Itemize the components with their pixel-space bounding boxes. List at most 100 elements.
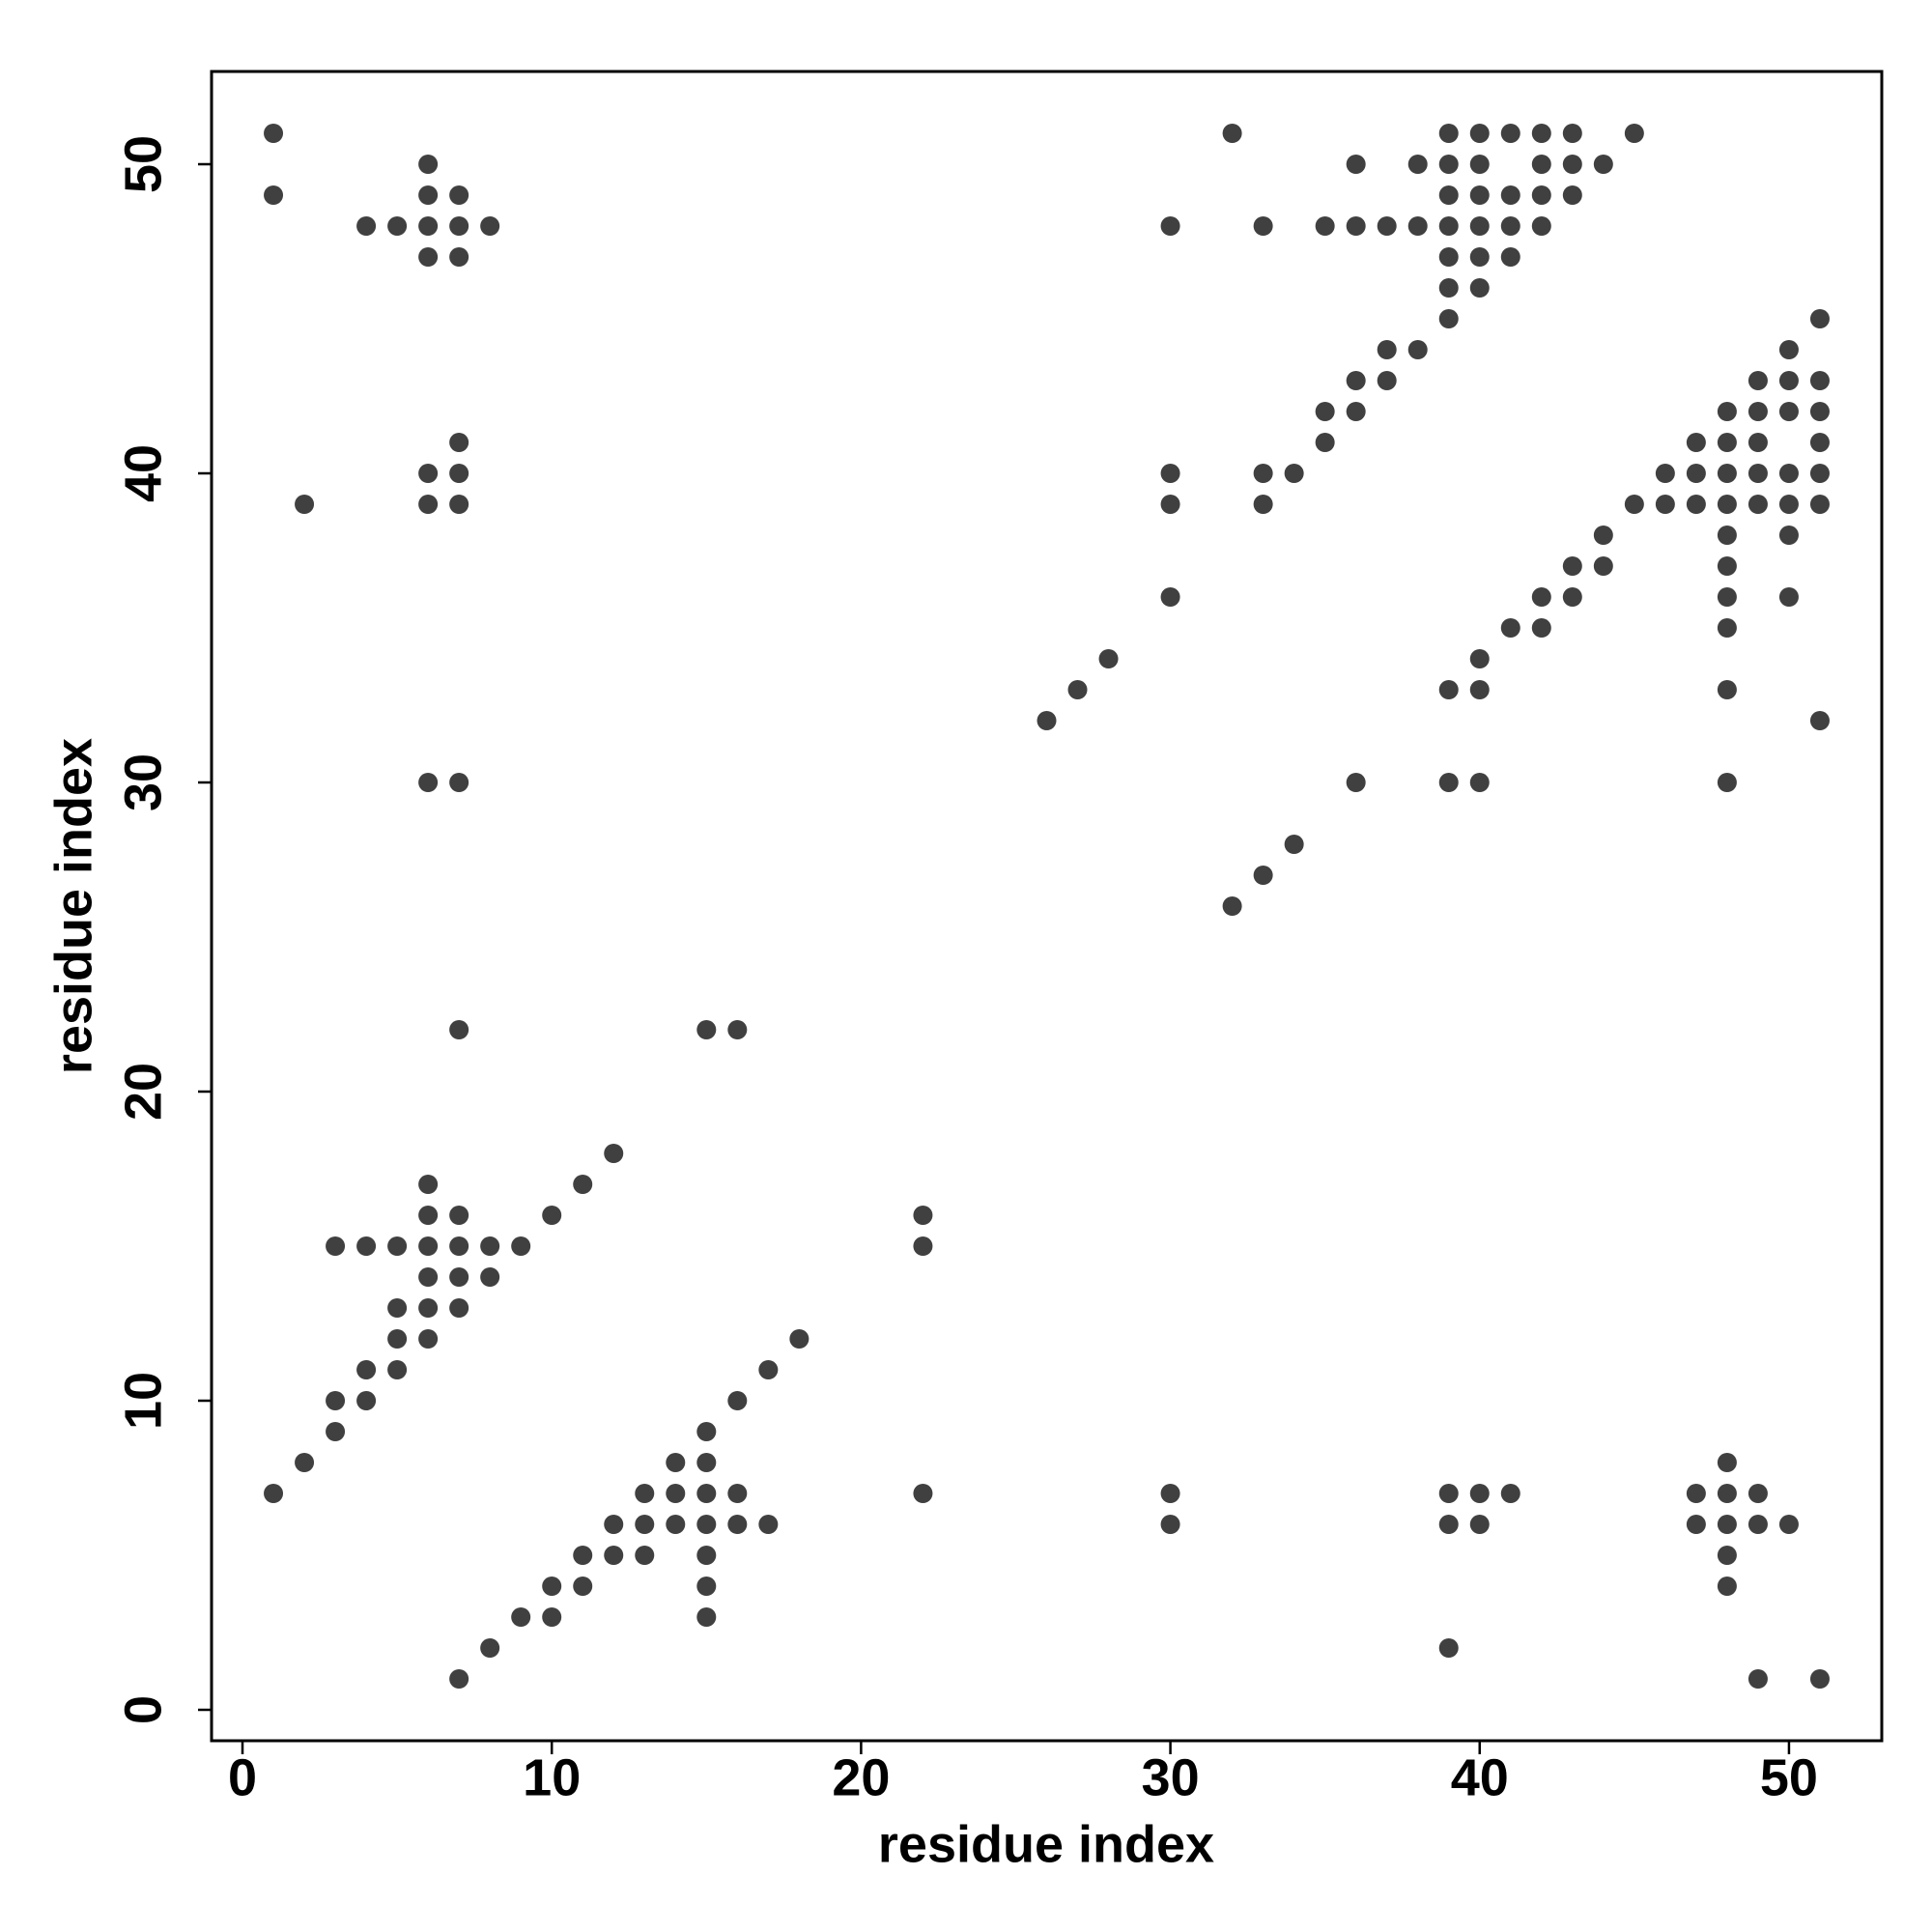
- point: [1500, 185, 1520, 205]
- point: [1686, 495, 1706, 514]
- point: [1469, 1484, 1490, 1503]
- point: [1531, 618, 1551, 638]
- point: [1747, 1515, 1768, 1534]
- point: [1562, 124, 1582, 143]
- point: [1469, 216, 1490, 236]
- point: [696, 1422, 717, 1441]
- point: [696, 1546, 717, 1565]
- y-tick-label: 10: [114, 1372, 172, 1430]
- point: [1469, 124, 1490, 143]
- point: [1284, 835, 1304, 854]
- point: [480, 216, 500, 236]
- point: [1717, 402, 1737, 421]
- point: [1809, 309, 1830, 328]
- y-axis-title: residue index: [44, 738, 102, 1074]
- point: [1686, 1515, 1706, 1534]
- point: [727, 1484, 748, 1503]
- point: [1717, 618, 1737, 638]
- point: [1717, 1577, 1737, 1596]
- point: [1469, 247, 1490, 267]
- x-axis-title: residue index: [878, 1815, 1214, 1873]
- point: [1469, 680, 1490, 699]
- point: [356, 1391, 377, 1410]
- point: [449, 1298, 469, 1318]
- point: [604, 1546, 624, 1565]
- point: [1438, 680, 1459, 699]
- point: [1315, 433, 1335, 452]
- point: [1717, 526, 1737, 545]
- point: [1377, 371, 1397, 390]
- point: [1438, 247, 1459, 267]
- point: [604, 1515, 624, 1534]
- point: [1346, 371, 1366, 390]
- point: [511, 1607, 531, 1627]
- point: [1438, 309, 1459, 328]
- point: [635, 1546, 655, 1565]
- y-tick-label: 50: [114, 135, 172, 193]
- point: [1717, 680, 1737, 699]
- point: [387, 216, 408, 236]
- point: [696, 1020, 717, 1039]
- point: [542, 1607, 562, 1627]
- point: [480, 1236, 500, 1256]
- point: [1655, 464, 1675, 483]
- point: [418, 1175, 439, 1194]
- point: [1500, 247, 1520, 267]
- point: [295, 495, 315, 514]
- point: [1778, 371, 1799, 390]
- point: [326, 1391, 346, 1410]
- point: [696, 1515, 717, 1534]
- point: [1315, 402, 1335, 421]
- point: [1809, 495, 1830, 514]
- point: [696, 1453, 717, 1472]
- point: [1500, 1484, 1520, 1503]
- point: [418, 1206, 439, 1225]
- point: [1809, 433, 1830, 452]
- point: [449, 1669, 469, 1689]
- point: [1809, 402, 1830, 421]
- point: [542, 1206, 562, 1225]
- point: [326, 1236, 346, 1256]
- point: [1500, 618, 1520, 638]
- point: [449, 773, 469, 792]
- point: [1469, 773, 1490, 792]
- x-tick-label: 0: [228, 1748, 257, 1806]
- point: [1778, 340, 1799, 359]
- point: [1717, 587, 1737, 607]
- point: [1747, 1484, 1768, 1503]
- point: [1717, 773, 1737, 792]
- point: [1098, 649, 1119, 668]
- point: [1160, 464, 1180, 483]
- x-tick-label: 20: [832, 1748, 890, 1806]
- point: [1469, 649, 1490, 668]
- point: [1253, 866, 1273, 885]
- point: [635, 1484, 655, 1503]
- point: [1315, 216, 1335, 236]
- point: [696, 1577, 717, 1596]
- point: [418, 185, 439, 205]
- point: [666, 1515, 686, 1534]
- point: [1562, 155, 1582, 174]
- point: [1469, 1515, 1490, 1534]
- point: [480, 1267, 500, 1287]
- point: [1747, 371, 1768, 390]
- point: [1809, 711, 1830, 730]
- point: [1531, 155, 1551, 174]
- point: [1624, 124, 1644, 143]
- point: [1407, 155, 1428, 174]
- point: [418, 495, 439, 514]
- point: [449, 185, 469, 205]
- point: [913, 1236, 933, 1256]
- point: [1438, 773, 1459, 792]
- point: [1686, 1484, 1706, 1503]
- point: [1407, 216, 1428, 236]
- point: [449, 216, 469, 236]
- point: [573, 1175, 593, 1194]
- point: [1778, 402, 1799, 421]
- point: [387, 1298, 408, 1318]
- point: [1562, 185, 1582, 205]
- x-tick-label: 40: [1451, 1748, 1509, 1806]
- point: [1067, 680, 1088, 699]
- point: [1531, 124, 1551, 143]
- point: [573, 1546, 593, 1565]
